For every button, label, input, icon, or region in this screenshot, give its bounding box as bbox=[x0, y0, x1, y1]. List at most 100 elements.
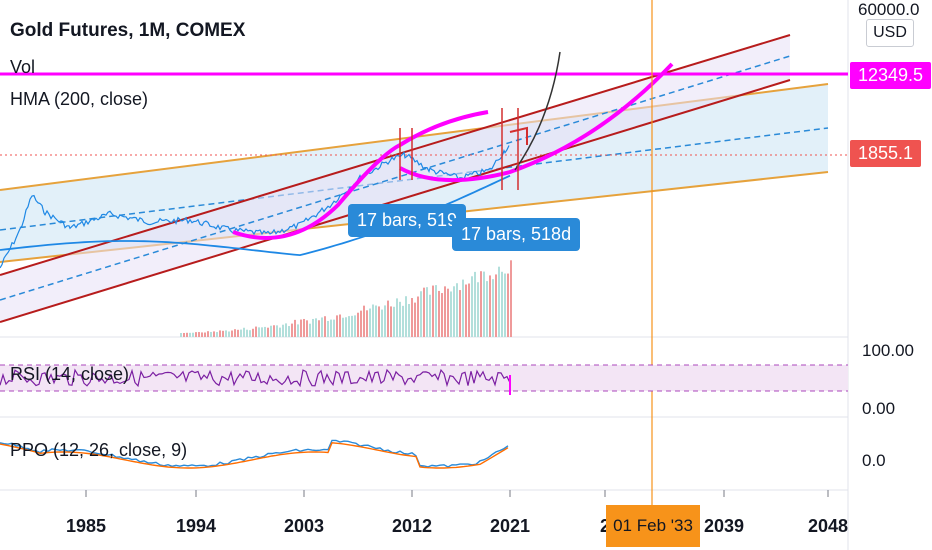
volume-bar bbox=[462, 279, 464, 337]
rsi-scale-min: 0.00 bbox=[862, 399, 895, 418]
volume-bar bbox=[405, 296, 407, 337]
volume-bar bbox=[495, 274, 497, 337]
volume-bar bbox=[285, 323, 287, 337]
ppo-label: PPO (12, 26, close, 9) bbox=[10, 440, 188, 460]
volume-bar bbox=[432, 285, 434, 337]
ppo-signal-series bbox=[0, 442, 509, 469]
projection-curve bbox=[514, 51, 561, 171]
x-tick-label: 2021 bbox=[490, 516, 530, 536]
volume-bar bbox=[345, 317, 347, 337]
volume-bar bbox=[219, 330, 221, 337]
cup-curve-2 bbox=[399, 62, 674, 183]
volume-bar bbox=[312, 318, 314, 337]
volume-bar bbox=[375, 305, 377, 337]
volume-bar bbox=[414, 302, 416, 337]
volume-bar bbox=[336, 315, 338, 337]
volume-bar bbox=[465, 284, 467, 337]
volume-bar bbox=[231, 330, 233, 337]
volume-bar bbox=[468, 283, 470, 337]
volume-bar bbox=[348, 316, 350, 337]
vol-label: Vol bbox=[10, 57, 36, 77]
volume-bar bbox=[327, 320, 329, 337]
volume-bar bbox=[210, 331, 212, 337]
volume-bar bbox=[357, 312, 359, 337]
volume-bar bbox=[438, 290, 440, 337]
volume-bar bbox=[471, 276, 473, 337]
rsi-label: RSI (14, close) bbox=[10, 364, 130, 384]
volume-bar bbox=[318, 320, 320, 337]
volume-bar bbox=[417, 296, 419, 337]
volume-bar bbox=[192, 332, 194, 337]
volume-bar bbox=[366, 310, 368, 337]
volume-bar bbox=[333, 319, 335, 337]
cursor-date-tag: 01 Feb '33 bbox=[606, 505, 700, 547]
volume-bar bbox=[270, 325, 272, 337]
volume-bar bbox=[507, 273, 509, 337]
volume-bar bbox=[381, 309, 383, 337]
x-tick-label: 1994 bbox=[176, 516, 216, 536]
volume-bar bbox=[207, 331, 209, 337]
volume-bar bbox=[489, 275, 491, 337]
currency-button[interactable]: USD bbox=[866, 19, 914, 47]
volume-bar bbox=[369, 308, 371, 337]
x-tick-label: 2 bbox=[600, 516, 610, 536]
volume-bar bbox=[504, 273, 506, 337]
volume-bar bbox=[255, 326, 257, 337]
chart-title: Gold Futures, 1M, COMEX bbox=[10, 20, 246, 41]
x-axis: 1985 1994 2003 2012 2021 2 2039 2048 bbox=[66, 490, 848, 536]
parallel-channel-lower bbox=[0, 79, 791, 323]
volume-bar bbox=[306, 320, 308, 337]
red-arrow-marker bbox=[509, 126, 528, 145]
bar-markers bbox=[399, 108, 519, 190]
volume-bar bbox=[483, 271, 485, 337]
volume-bar bbox=[408, 303, 410, 337]
volume-bar bbox=[510, 260, 512, 337]
parallel-channel-mid bbox=[0, 55, 791, 301]
volume-bar bbox=[186, 332, 188, 337]
volume-bar bbox=[456, 283, 458, 337]
volume-bar bbox=[450, 291, 452, 337]
x-tick-label: 2048 bbox=[808, 516, 848, 536]
rsi-series bbox=[0, 368, 511, 388]
volume-bar bbox=[282, 324, 284, 337]
volume-bar bbox=[387, 300, 389, 337]
rsi-band bbox=[0, 365, 848, 391]
volume-bar bbox=[354, 315, 356, 337]
volume-bar bbox=[411, 298, 413, 337]
volume-bar bbox=[324, 316, 326, 337]
volume-bar bbox=[435, 285, 437, 337]
volume-bar bbox=[264, 326, 266, 337]
x-tick-label: 2039 bbox=[704, 516, 744, 536]
volume-bar bbox=[480, 271, 482, 337]
volume-bar bbox=[279, 327, 281, 337]
volume-bar bbox=[342, 317, 344, 337]
volume-bar bbox=[258, 327, 260, 337]
volume-bar bbox=[267, 327, 269, 337]
volume-bar bbox=[315, 318, 317, 337]
volume-bar bbox=[420, 291, 422, 337]
volume-bar bbox=[303, 318, 305, 337]
volume-bar bbox=[441, 293, 443, 337]
volume-bar bbox=[339, 314, 341, 337]
price-series bbox=[0, 145, 510, 269]
bars-callout-1[interactable]: 17 bars, 519 bbox=[348, 204, 467, 237]
volume-bar bbox=[477, 282, 479, 337]
volume-bar bbox=[222, 330, 224, 337]
x-tick-label: 2012 bbox=[392, 516, 432, 536]
volume-bar bbox=[447, 288, 449, 337]
volume-bar bbox=[309, 323, 311, 337]
volume-bar bbox=[501, 271, 503, 337]
volume-bar bbox=[183, 332, 185, 337]
volume-bar bbox=[198, 332, 200, 337]
volume-bar bbox=[396, 298, 398, 337]
bars-callout-2[interactable]: 17 bars, 518d bbox=[452, 218, 581, 251]
volume-bar bbox=[189, 332, 191, 337]
volume-bars bbox=[180, 260, 512, 337]
volume-bar bbox=[228, 331, 230, 337]
volume-bar bbox=[402, 305, 404, 337]
volume-bar bbox=[276, 325, 278, 337]
volume-bar bbox=[474, 271, 476, 337]
volume-bar bbox=[363, 305, 365, 337]
volume-bar bbox=[372, 304, 374, 337]
volume-bar bbox=[444, 286, 446, 337]
